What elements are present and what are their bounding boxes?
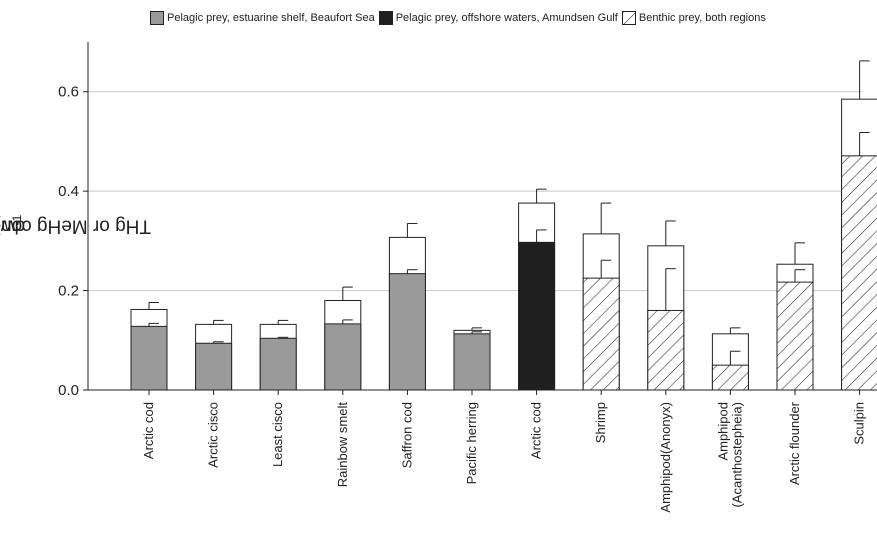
legend-item-estuarine: Pelagic prey, estuarine shelf, Beaufort …	[150, 11, 375, 25]
y-tick-label-3: 0.6	[58, 84, 79, 101]
x-tick-label-8: Amphipod(Anonyx)	[658, 402, 673, 513]
bar-mehg-4	[388, 273, 426, 391]
x-tick-label-4: Saffron cod	[399, 402, 414, 468]
bar-mehg-7	[582, 277, 620, 391]
legend-item-benthic: Benthic prey, both regions	[621, 11, 766, 25]
bar-mehg-3	[324, 323, 362, 391]
bar-mehg-1	[195, 342, 233, 391]
legend-label-benthic: Benthic prey, both regions	[638, 12, 766, 24]
bar-mehg-9	[711, 364, 749, 391]
x-tick-labels: Arctic cod Arctic cisco Least cisco Rainbow…	[141, 401, 867, 512]
y-axis-label-end: dw)	[0, 215, 26, 237]
y-tick-label-0: 0.0	[58, 382, 79, 399]
axes	[83, 42, 862, 395]
legend: Pelagic prey, estuarine shelf, Beaufort …	[150, 10, 766, 26]
y-tick-label-2: 0.4	[58, 183, 79, 200]
y-tick-labels: 0.0 0.2 0.4 0.6	[58, 84, 79, 399]
y-tick-label-1: 0.2	[58, 283, 79, 300]
bar-mehg-11	[841, 155, 877, 391]
legend-swatch-grey	[150, 11, 164, 25]
bar-mehg-6	[518, 241, 556, 391]
x-tick-label-9-line-1: (Acanthostepheia)	[729, 402, 744, 508]
x-tick-label-0: Arctic cod	[141, 402, 156, 459]
x-tick-label-5: Pacific herring	[464, 402, 479, 484]
x-tick-label-3: Rainbow smelt	[335, 402, 350, 488]
x-tick-label-7: Shrimp	[593, 402, 608, 443]
bar-mehg-10	[776, 281, 814, 391]
legend-swatch-black	[378, 11, 393, 25]
bar-mehg-2	[259, 337, 297, 391]
bars	[130, 98, 877, 391]
x-tick-label-11: Sculpin	[852, 402, 867, 445]
x-tick-label-2: Least cisco	[270, 402, 285, 467]
bar-mehg-8	[647, 309, 685, 391]
legend-label-offshore: Pelagic prey, offshore waters, Amundsen …	[395, 12, 618, 24]
legend-label-estuarine: Pelagic prey, estuarine shelf, Beaufort …	[167, 12, 375, 24]
bar-mehg-0	[130, 325, 168, 391]
x-tick-label-9-line-0: Amphipod	[715, 402, 730, 461]
bar-mehg-5	[453, 333, 491, 391]
legend-item-offshore: Pelagic prey, offshore waters, Amundsen …	[378, 11, 618, 25]
x-tick-label-1: Arctic cisco	[206, 402, 221, 468]
error-bars	[148, 60, 870, 366]
x-tick-label-10: Arctic flounder	[787, 401, 802, 485]
x-tick-label-6: Arctic cod	[529, 402, 544, 459]
gridlines	[88, 91, 862, 292]
legend-swatch-hatch	[621, 11, 636, 25]
